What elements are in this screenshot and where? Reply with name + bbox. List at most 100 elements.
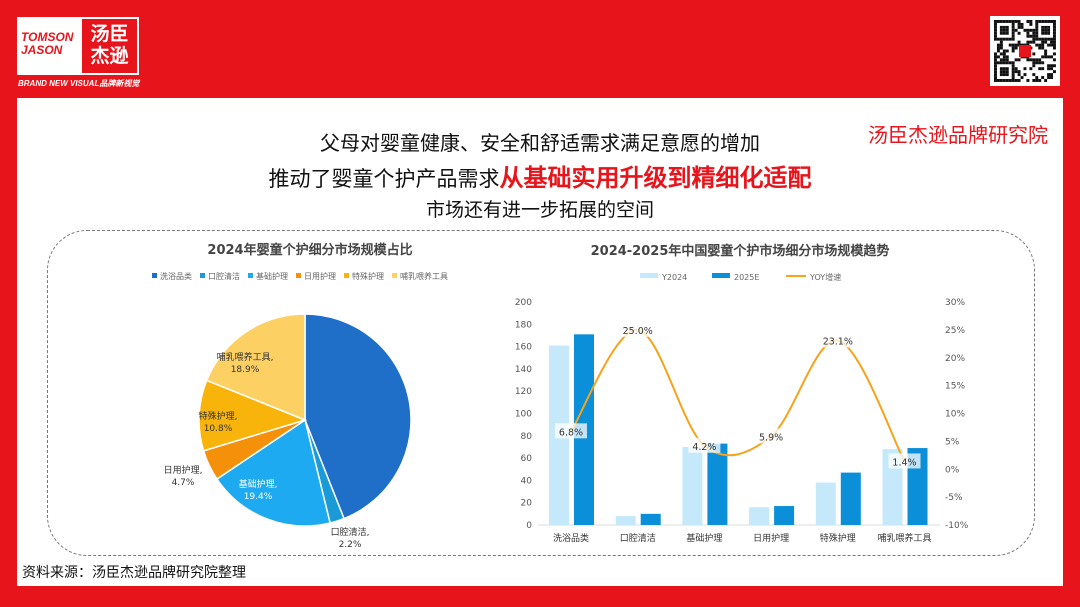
qr-module <box>994 31 997 35</box>
legend-label: 基础护理 <box>256 271 288 281</box>
bar-2024 <box>749 507 770 525</box>
y2-tick-label: 5% <box>945 437 960 447</box>
qr-module <box>1005 37 1009 41</box>
y-tick-label: 160 <box>515 343 532 353</box>
qr-module <box>1029 67 1033 71</box>
qr-module <box>996 46 1000 50</box>
qr-module <box>1002 31 1006 35</box>
qr-module <box>1035 79 1039 82</box>
qr-module <box>1050 40 1053 44</box>
qr-module <box>1044 79 1048 82</box>
y2-tick-label: 25% <box>945 326 965 336</box>
yoy-data-label: 23.1% <box>823 336 853 347</box>
qr-module <box>1032 61 1036 65</box>
qr-module <box>1038 37 1042 41</box>
qr-module <box>1041 61 1045 65</box>
qr-module <box>1014 43 1018 47</box>
qr-module <box>1041 43 1045 47</box>
y-tick-label: 100 <box>515 410 532 420</box>
qr-module <box>1026 79 1030 82</box>
qr-module <box>1002 55 1006 59</box>
qr-module <box>1005 79 1009 82</box>
qr-module <box>1041 76 1045 79</box>
qr-module <box>1041 28 1045 32</box>
qr-module <box>994 37 997 41</box>
qr-module <box>999 52 1003 56</box>
qr-module <box>1002 52 1006 56</box>
qr-module <box>1005 67 1009 71</box>
yoy-label-bg <box>688 437 721 453</box>
qr-module <box>1035 31 1039 35</box>
y-tick-label: 0 <box>526 521 532 531</box>
legend-label: 特殊护理 <box>352 271 384 281</box>
qr-module <box>1002 20 1006 23</box>
qr-module <box>996 61 1000 65</box>
qr-logo <box>1019 45 1031 57</box>
yoy-label-bg <box>755 428 788 444</box>
qr-module <box>1008 20 1012 23</box>
qr-module <box>1044 25 1048 29</box>
pie-slice-value: 2.2% <box>339 540 362 550</box>
qr-module <box>994 61 997 65</box>
qr-module <box>1047 64 1051 68</box>
qr-module <box>1029 58 1033 62</box>
qr-module <box>994 55 997 59</box>
chart-container <box>47 230 1035 556</box>
pie-slice <box>205 313 306 422</box>
x-tick-label: 日用护理 <box>753 532 789 544</box>
qr-module <box>1035 25 1039 29</box>
qr-module <box>1005 55 1009 59</box>
qr-module <box>1029 20 1033 23</box>
qr-module <box>1008 61 1012 65</box>
source-note: 资料来源：汤臣杰逊品牌研究院整理 <box>22 565 246 581</box>
qr-module <box>1023 28 1027 32</box>
qr-module <box>1053 40 1056 44</box>
qr-module <box>1023 67 1027 71</box>
bar-2024 <box>682 446 703 525</box>
qr-module <box>994 34 997 38</box>
qr-module <box>1026 34 1030 38</box>
pie-slice-value: 44.0% <box>424 400 453 410</box>
y-tick-label: 140 <box>515 365 532 375</box>
qr-module <box>1041 46 1045 50</box>
qr-module <box>1017 73 1021 77</box>
qr-module <box>1053 43 1056 47</box>
qr-module <box>1017 70 1021 74</box>
qr-module <box>1050 73 1053 77</box>
yoy-data-label: 5.9% <box>759 432 783 443</box>
qr-module <box>1047 67 1051 71</box>
qr-module <box>1032 40 1036 44</box>
qr-module <box>1026 58 1030 62</box>
qr-module <box>996 79 1000 82</box>
qr-module <box>1053 46 1056 50</box>
y2-tick-label: 30% <box>945 298 965 308</box>
qr-module <box>1008 79 1012 82</box>
y2-tick-label: 0% <box>945 465 960 475</box>
y-tick-label: 120 <box>515 387 532 397</box>
qr-module <box>1053 34 1056 38</box>
legend-swatch <box>712 273 730 278</box>
qr-module <box>999 40 1003 44</box>
qr-module <box>1050 67 1053 71</box>
qr-module <box>1011 70 1015 74</box>
qr-module <box>1044 52 1048 56</box>
pie-slice <box>198 379 308 452</box>
qr-module <box>1044 20 1048 23</box>
qr-module <box>1053 20 1056 23</box>
pie-slice-name: 日用护理, <box>164 464 203 476</box>
logo: TOMSON JASON 汤臣杰逊 <box>17 17 139 75</box>
qr-module <box>1050 55 1053 59</box>
qr-module <box>996 55 1000 59</box>
qr-module <box>999 58 1003 62</box>
qr-module <box>1032 64 1036 68</box>
qr-module <box>1002 79 1006 82</box>
qr-module <box>996 43 1000 47</box>
qr-module <box>1038 58 1042 62</box>
y-tick-label: 80 <box>521 432 533 442</box>
qr-module <box>1047 25 1051 29</box>
qr-module <box>1026 28 1030 32</box>
headline-line-1: 父母对婴童健康、安全和舒适需求满足意愿的增加 <box>320 131 760 155</box>
qr-module <box>1044 49 1048 53</box>
qr-module <box>1005 31 1009 35</box>
x-tick-label: 洗浴品类 <box>553 532 589 544</box>
